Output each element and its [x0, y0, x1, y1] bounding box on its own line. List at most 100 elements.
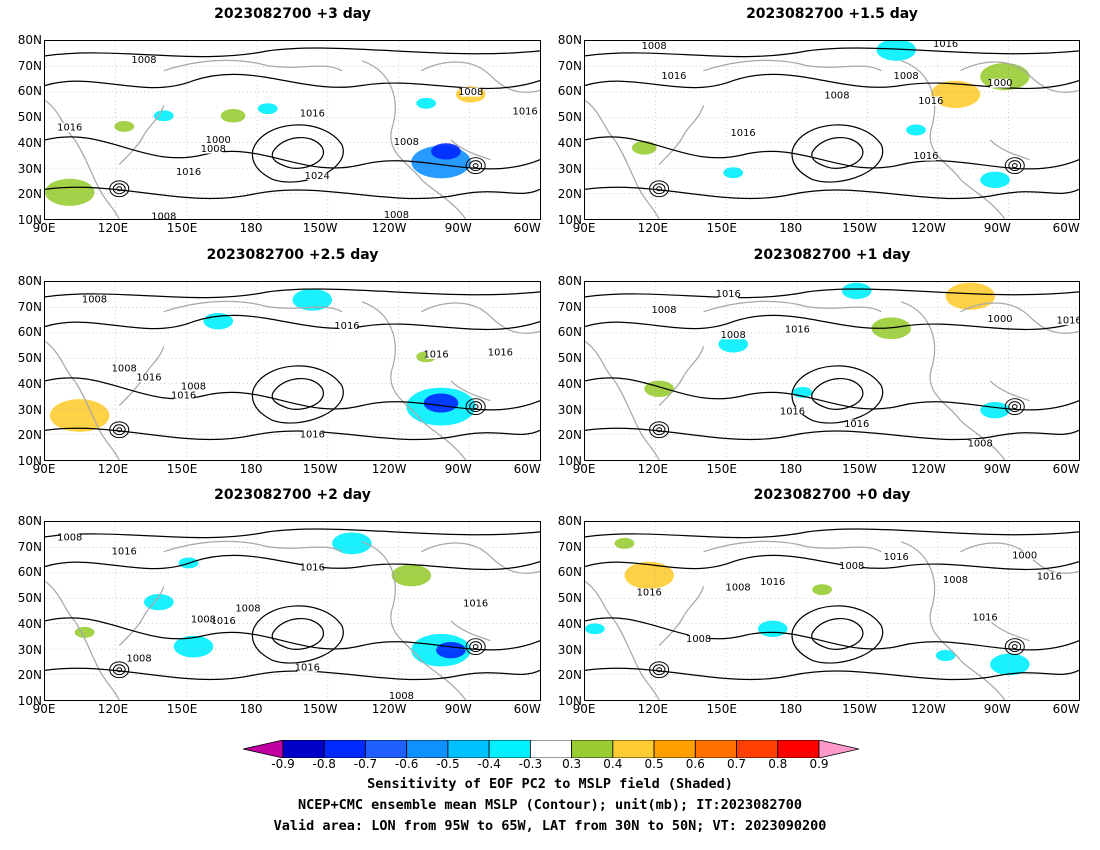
contour-label: 1016	[57, 123, 82, 134]
pressure-center	[1004, 638, 1025, 656]
isobar-contour	[251, 365, 344, 424]
sensitivity-shading	[45, 178, 95, 206]
lon-tick-label: 120E	[637, 221, 669, 235]
coastline	[361, 301, 467, 460]
lat-tick-label: 70N	[17, 299, 42, 314]
pressure-center	[1008, 160, 1022, 172]
colorbar-segment	[694, 740, 737, 758]
lat-tick-label: 40N	[557, 135, 582, 150]
sensitivity-shading	[841, 282, 872, 300]
pressure-center	[1011, 163, 1018, 169]
sensitivity-shading	[332, 532, 372, 555]
contour-label: 1016	[913, 151, 938, 162]
sensitivity-shading	[173, 635, 214, 658]
lon-tick-label: 150W	[842, 221, 877, 235]
sensitivity-shading	[614, 537, 635, 549]
lon-tick-label: 180	[239, 702, 263, 716]
lon-tick-label: 150E	[706, 462, 738, 476]
coastline	[420, 302, 540, 334]
map-panel-p0: 1008 1016 1008 1016 1016 1008 1000 1016 1016 1008	[584, 521, 1080, 701]
isobar-contour	[45, 47, 540, 58]
contour-label: 1008	[824, 91, 849, 102]
isobar-contour	[251, 605, 344, 664]
lon-tick-label: 150W	[842, 462, 877, 476]
coastline	[420, 61, 540, 93]
pressure-center	[116, 186, 123, 192]
map-panel-p25: 1008 1008 1016 1008 1016 1016 1016 1016 1016	[44, 281, 541, 461]
coastline	[585, 99, 660, 219]
pressure-center	[109, 180, 130, 198]
lon-tick-label: 120E	[97, 462, 129, 476]
sensitivity-shading	[718, 336, 749, 353]
contour-label: 1008	[57, 532, 82, 543]
lon-tick-label: 150W	[302, 462, 338, 476]
lat-tick-label: 30N	[17, 402, 42, 417]
contour-label: 1008	[686, 634, 711, 645]
coastline	[163, 300, 343, 313]
lat-tick-label: 20N	[557, 428, 582, 443]
colorbar-end-low	[243, 740, 284, 758]
isobar-contour	[45, 617, 540, 651]
isobar-contour	[45, 73, 540, 90]
colorbar-segment	[323, 740, 366, 758]
pressure-center	[116, 667, 123, 673]
isobar-contour	[271, 136, 325, 169]
coastline	[658, 105, 705, 166]
coastline	[450, 139, 491, 161]
colorbar-label: -0.9	[271, 757, 295, 771]
colorbar-label: 0.9	[809, 757, 829, 771]
colorbar-label: 0.7	[726, 757, 747, 771]
lon-tick-label: 60W	[1052, 702, 1080, 716]
sensitivity-shading	[930, 80, 981, 108]
contour-label: 1016	[112, 547, 137, 558]
colorbar-segment	[777, 740, 820, 758]
pressure-center	[112, 664, 126, 676]
lon-tick-label: 150E	[166, 462, 198, 476]
isobar-contour	[811, 617, 864, 650]
contour-label: 1016	[295, 662, 320, 673]
isobar-contour	[45, 136, 540, 170]
pressure-center	[656, 186, 662, 192]
lat-tick-label: 70N	[557, 299, 582, 314]
pressure-center	[1004, 398, 1025, 416]
contour-label: 1008	[151, 212, 176, 219]
coastline	[163, 540, 343, 553]
contour-label: 1008	[943, 575, 968, 586]
sensitivity-shading	[114, 121, 135, 132]
contour-label: 1016	[171, 390, 196, 401]
isobar-contour	[271, 617, 325, 650]
lat-tick-label: 30N	[17, 161, 42, 176]
sensitivity-shading	[153, 110, 174, 122]
sensitivity-shading	[935, 650, 956, 661]
lon-tick-label: 90W	[444, 462, 472, 476]
contour-label: 1016	[780, 406, 805, 417]
pressure-center	[652, 424, 666, 436]
contour-label: 1008	[894, 71, 919, 82]
contour-label: 1008	[191, 614, 216, 625]
colorbar-label: -0.4	[477, 757, 501, 771]
pressure-center	[649, 180, 670, 198]
lat-tick-label: 30N	[557, 161, 582, 176]
map-panel-p1: 1008 1016 1008 1016 1016 1016 1000 1016 1008	[584, 281, 1080, 461]
isobar-contour	[585, 47, 1079, 58]
contour-label: 1016	[334, 321, 359, 332]
pressure-center	[469, 401, 483, 413]
colorbar-label: 0.6	[685, 757, 705, 771]
colorbar	[243, 740, 859, 758]
lon-tick-label: 150E	[166, 221, 198, 235]
coastline	[703, 59, 882, 72]
sensitivity-shading	[631, 141, 657, 155]
isobar-contour	[45, 667, 540, 681]
lon-tick-label: 90W	[983, 221, 1011, 235]
coastline	[900, 301, 1006, 460]
lat-tick-label: 20N	[17, 668, 42, 683]
colorbar-label: -0.6	[394, 757, 419, 771]
contour-label: 1024	[305, 171, 330, 182]
colorbar-label: -0.8	[312, 757, 336, 771]
lon-tick-label: 180	[239, 462, 263, 476]
lon-tick-label: 120E	[97, 702, 129, 716]
isobar-contour	[45, 186, 540, 200]
pressure-center	[652, 183, 666, 195]
coastline	[585, 340, 660, 460]
